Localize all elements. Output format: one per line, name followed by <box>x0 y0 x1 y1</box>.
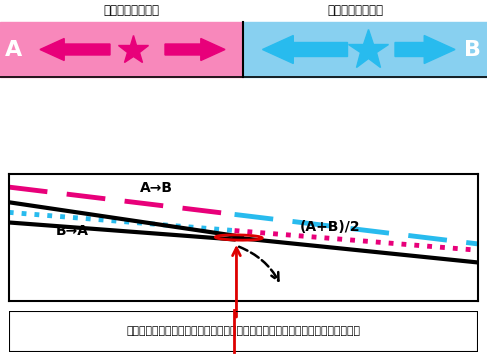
Text: 後方散乱係数：大: 後方散乱係数：大 <box>328 5 383 17</box>
Text: 双方向の測定により光ファイバの特性の違いによる測定データへの影響をカット: 双方向の測定により光ファイバの特性の違いによる測定データへの影響をカット <box>127 326 360 336</box>
Bar <box>0 22 243 77</box>
Text: 後方散乱係数：小: 後方散乱係数：小 <box>104 5 159 17</box>
Bar <box>243 22 487 77</box>
Polygon shape <box>165 38 225 61</box>
Polygon shape <box>40 38 110 61</box>
Polygon shape <box>395 36 455 63</box>
Polygon shape <box>262 36 348 63</box>
Text: A: A <box>5 40 22 59</box>
Text: B: B <box>465 40 482 59</box>
Text: A→B: A→B <box>140 181 173 195</box>
Text: B→A: B→A <box>56 224 89 238</box>
Text: (A+B)/2: (A+B)/2 <box>300 220 360 234</box>
